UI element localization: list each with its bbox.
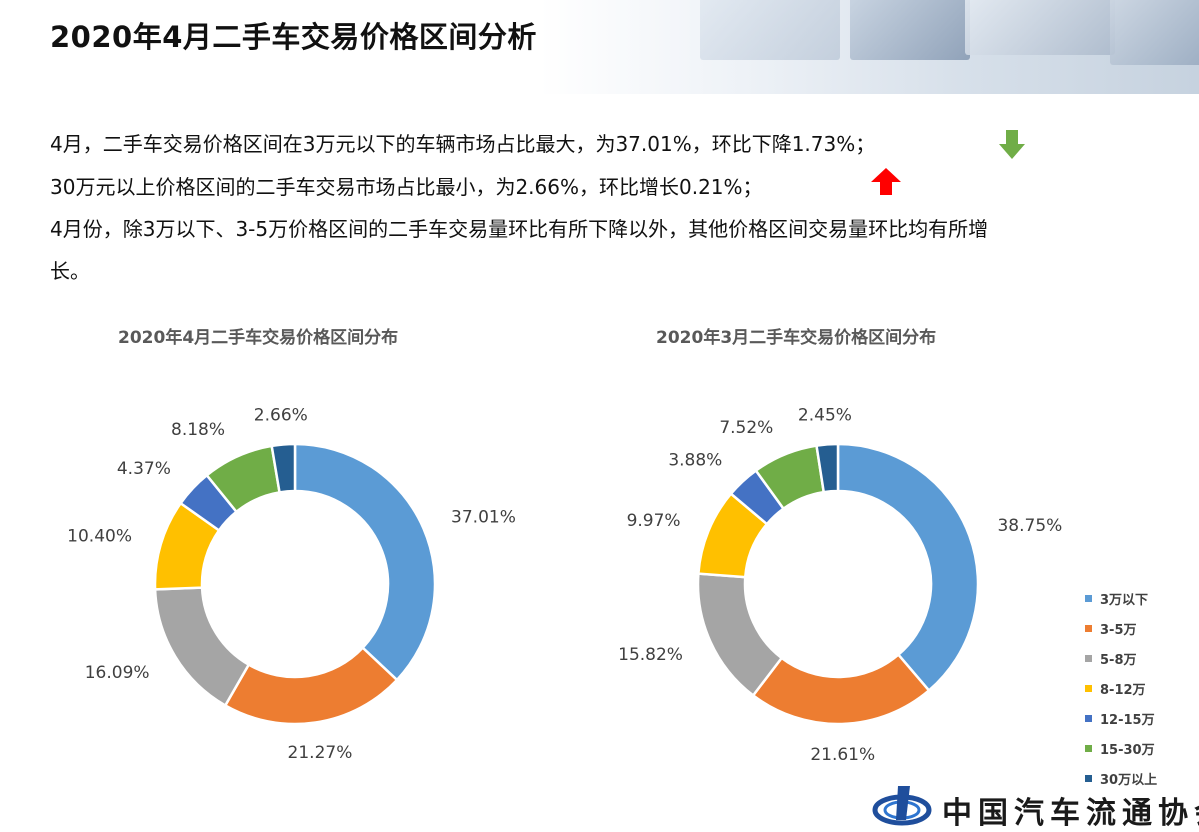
page-title: 2020年4月二手车交易价格区间分析 [50,20,537,54]
logo-emblem-icon [872,786,932,826]
legend-label: 5-8万 [1100,652,1137,668]
data-label: 4.37% [117,459,171,479]
header-banner: 2020年4月二手车交易价格区间分析 [0,0,1199,94]
data-label: 8.18% [171,420,225,440]
data-label: 9.97% [627,511,681,531]
summary-line-3: 4月份，除3万以下、3-5万价格区间的二手车交易量环比有所下降以外，其他价格区间… [50,217,989,241]
logo-text: 中国汽车流通协会 [942,796,1199,831]
donut-chart-april: 37.01% 21.27% 16.09% 10.40% 4.37%8.18% 2.66% [67,406,516,764]
data-label: 16.09% [85,663,150,683]
legend-label: 3万以下 [1100,592,1149,608]
legend-swatch [1085,744,1092,752]
summary-line-2: 30万元以上价格区间的二手车交易市场占比最小，为2.66%，环比增长0.21%； [50,175,763,199]
chart-title-march: 2020年3月二手车交易价格区间分布 [656,328,937,348]
legend-item: 8-12万 [1085,673,1157,703]
data-label: 37.01% [451,508,516,528]
legend-label: 30万以上 [1100,772,1158,788]
legend-swatch [1085,624,1092,632]
legend-item: 3万以下 [1085,583,1157,613]
data-label: 15.82% [618,645,683,665]
data-label: 2.45% [798,406,852,426]
donut-slice-3万以下 [836,442,980,693]
donut-slice-3-5万 [751,652,931,726]
legend-item: 30万以上 [1085,763,1157,793]
banner-decoration [850,0,970,60]
donut-slice-5-8万 [153,586,251,708]
down-arrow-icon [999,130,1025,159]
association-logo: 中国汽车流通协会 [872,780,1199,831]
up-arrow-icon [871,168,901,195]
data-label: 3.88% [668,450,722,470]
summary-line-4: 长。 [50,259,90,283]
data-label: 38.75% [997,516,1062,536]
legend-label: 15-30万 [1100,742,1155,758]
donut-slice-30万以上 [815,442,840,494]
data-label: 2.66% [254,406,308,426]
banner-decoration [1110,0,1199,65]
donut-slice-30万以上 [270,442,297,494]
legend-label: 3-5万 [1100,622,1137,638]
legend-swatch [1085,594,1092,602]
banner-decoration [965,0,1115,55]
data-label: 10.40% [67,527,132,547]
legend-swatch [1085,654,1092,662]
legend-swatch [1085,714,1092,722]
legend-item: 15-30万 [1085,733,1157,763]
legend-item: 5-8万 [1085,643,1157,673]
donut-chart-march: 38.75% 21.61% 15.82% 9.97% 3.88% 7.52% 2.45% [618,406,1062,765]
legend-item: 3-5万 [1085,613,1157,643]
legend-label: 8-12万 [1100,682,1146,698]
chart-title-april: 2020年4月二手车交易价格区间分布 [118,328,399,348]
donut-slice-3万以下 [293,442,437,682]
data-label: 7.52% [719,418,773,438]
legend-swatch [1085,684,1092,692]
donut-slice-3-5万 [223,645,399,726]
data-label: 21.27% [288,743,353,763]
legend-label: 12-15万 [1100,712,1155,728]
chart-legend: 3万以下 3-5万 5-8万 8-12万 12-15万 15-30万 30万以上 [1085,583,1157,793]
legend-item: 12-15万 [1085,703,1157,733]
banner-decoration [700,0,840,60]
summary-line-1: 4月，二手车交易价格区间在3万元以下的车辆市场占比最大，为37.01%，环比下降… [50,132,876,156]
legend-swatch [1085,774,1092,782]
data-label: 21.61% [810,745,875,765]
